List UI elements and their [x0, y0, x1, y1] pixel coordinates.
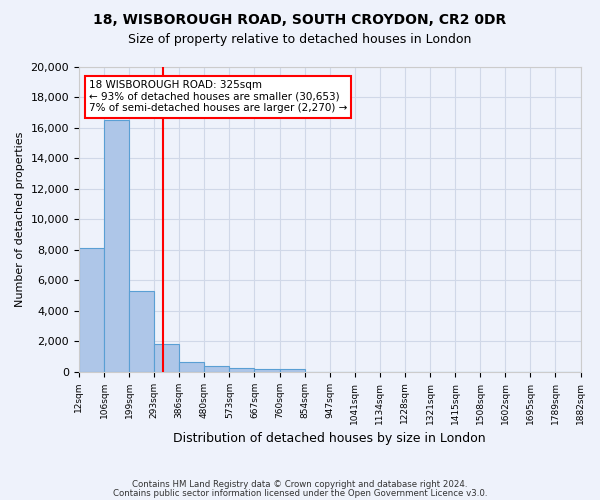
- Bar: [154, 344, 179, 372]
- Bar: [205, 366, 229, 372]
- Text: Contains public sector information licensed under the Open Government Licence v3: Contains public sector information licen…: [113, 490, 487, 498]
- Text: 18 WISBOROUGH ROAD: 325sqm
← 93% of detached houses are smaller (30,653)
7% of s: 18 WISBOROUGH ROAD: 325sqm ← 93% of deta…: [89, 80, 347, 114]
- Bar: [79, 248, 104, 372]
- Text: Contains HM Land Registry data © Crown copyright and database right 2024.: Contains HM Land Registry data © Crown c…: [132, 480, 468, 489]
- Bar: [129, 291, 154, 372]
- Bar: [104, 120, 129, 372]
- Y-axis label: Number of detached properties: Number of detached properties: [15, 132, 25, 307]
- Bar: [280, 369, 305, 372]
- Bar: [229, 368, 254, 372]
- Text: Size of property relative to detached houses in London: Size of property relative to detached ho…: [128, 32, 472, 46]
- Bar: [254, 369, 280, 372]
- X-axis label: Distribution of detached houses by size in London: Distribution of detached houses by size …: [173, 432, 486, 445]
- Text: 18, WISBOROUGH ROAD, SOUTH CROYDON, CR2 0DR: 18, WISBOROUGH ROAD, SOUTH CROYDON, CR2 …: [94, 12, 506, 26]
- Bar: [179, 362, 205, 372]
